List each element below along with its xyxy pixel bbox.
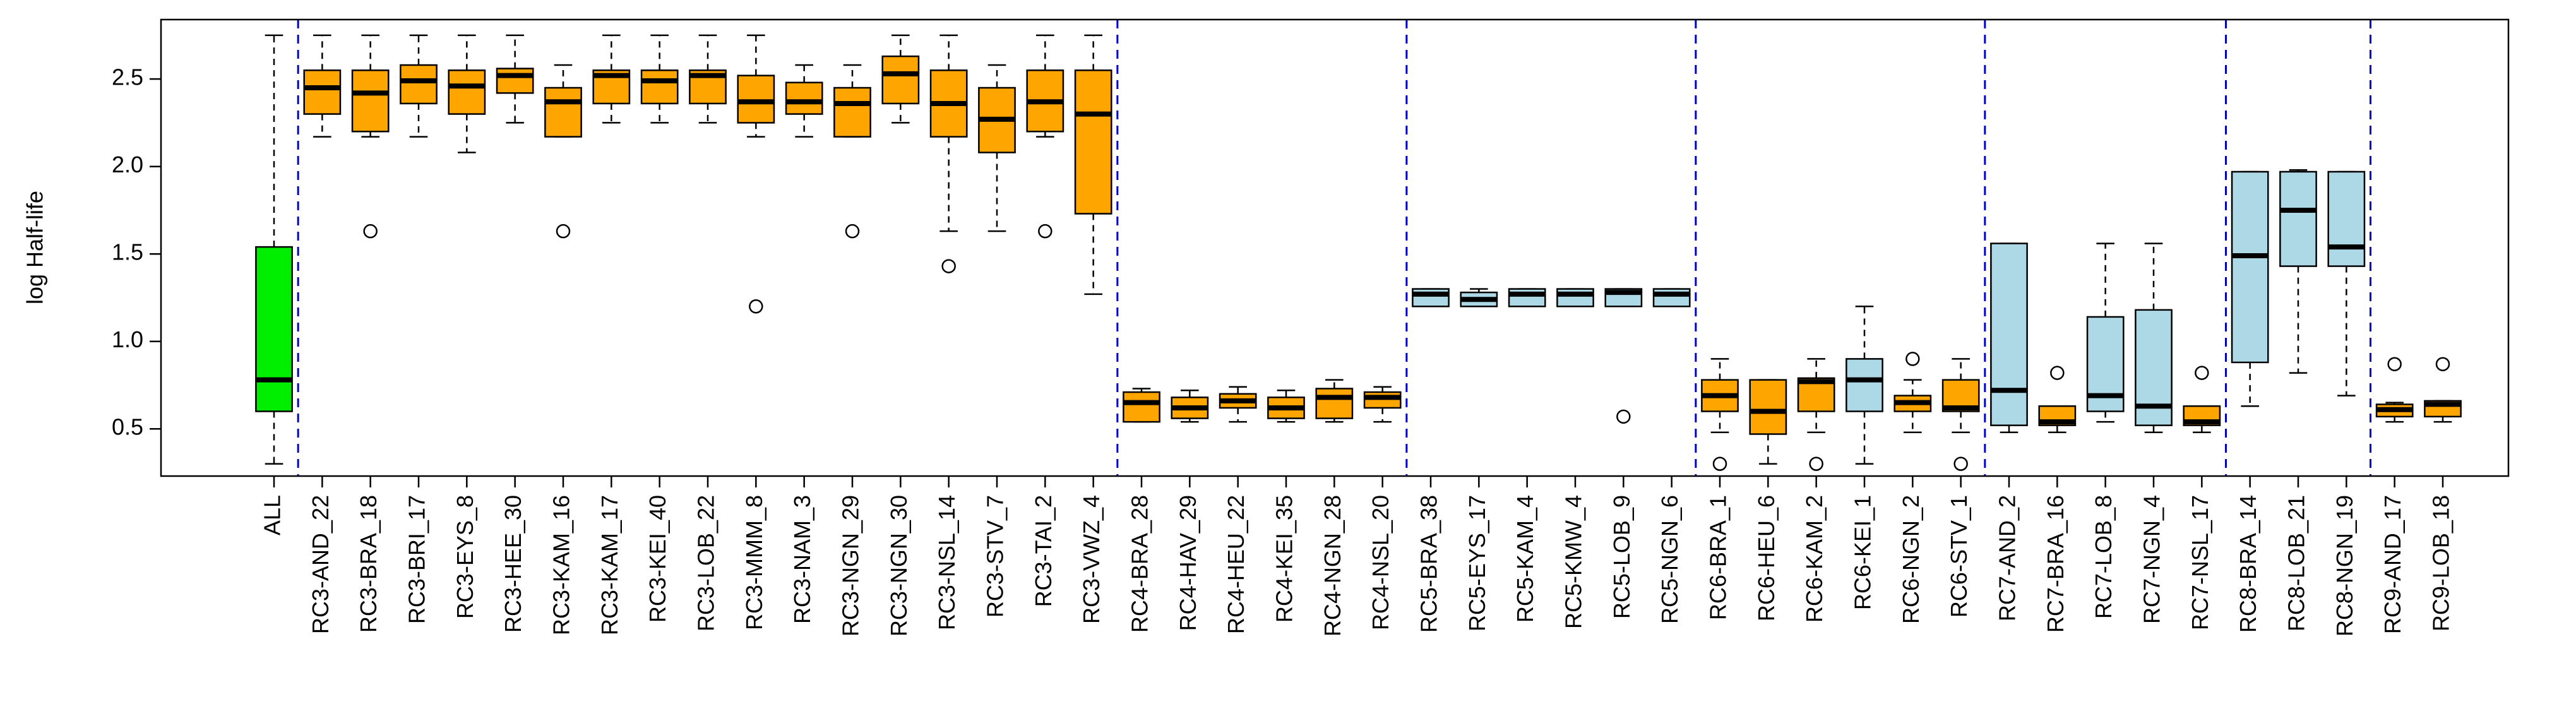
x-tick-label: RC4-NGN_28 (1320, 495, 1345, 636)
x-tick-label: RC7-NGN_4 (2139, 495, 2165, 624)
plot-frame (160, 18, 2510, 477)
outlier (1616, 409, 1631, 424)
box (1123, 391, 1160, 423)
box (448, 69, 486, 115)
y-tick-label: 0.5 (112, 414, 143, 440)
x-tick-label: RC3-TAI_2 (1030, 495, 1056, 607)
x-tick-label: RC8-LOB_21 (2284, 495, 2310, 631)
box (2327, 170, 2366, 267)
box (496, 68, 534, 94)
x-tick-label: RC4-HEU_22 (1223, 495, 1249, 634)
x-tick-label: RC3-KAM_17 (597, 495, 623, 635)
box (1749, 379, 1787, 435)
box (1074, 69, 1112, 215)
x-tick-label: RC3-NAM_3 (789, 495, 815, 624)
x-tick-label: RC8-BRA_14 (2235, 495, 2261, 633)
x-tick-label: RC6-KAM_2 (1801, 495, 1827, 623)
box (1315, 388, 1354, 419)
box (303, 69, 342, 115)
outlier (1038, 224, 1052, 239)
x-tick-label: RC5-LOB_9 (1609, 495, 1635, 619)
box (1990, 242, 2028, 426)
x-tick-label: RC8-NGN_19 (2332, 495, 2358, 636)
x-tick-label: RC3-MMM_8 (741, 495, 767, 630)
x-tick-label: RC6-HEU_6 (1753, 495, 1779, 621)
x-tick-label: RC4-HAV_29 (1175, 495, 1201, 631)
outlier (1809, 456, 1823, 471)
x-tick-label: RC5-KAM_4 (1512, 495, 1538, 623)
outlier (2195, 366, 2209, 380)
box (351, 69, 390, 133)
box (400, 64, 438, 105)
x-tick-label: RC3-HEE_30 (500, 495, 526, 633)
outlier (556, 224, 571, 239)
x-tick-label: RC6-BRA_1 (1705, 495, 1731, 620)
x-tick-label: RC6-STV_1 (1946, 495, 1972, 618)
x-tick-label: RC4-BRA_28 (1127, 495, 1153, 633)
x-tick-label: RC3-NGN_30 (886, 495, 912, 636)
box (881, 55, 920, 105)
outlier (749, 299, 763, 314)
box (2279, 170, 2317, 267)
x-tick-label: RC3-BRA_18 (355, 495, 381, 633)
box (1652, 288, 1691, 307)
x-tick-label: RC4-KEI_35 (1272, 495, 1297, 623)
x-tick-label: RC9-AND_17 (2380, 495, 2406, 634)
outlier (2050, 366, 2065, 380)
x-tick-label: RC5-NGN_6 (1657, 495, 1683, 624)
x-tick-label: RC7-LOB_8 (2090, 495, 2116, 619)
outlier (941, 259, 956, 273)
box (1363, 391, 1402, 409)
x-tick-label: RC4-NSL_20 (1368, 495, 1393, 630)
box (1556, 288, 1594, 307)
outlier (1712, 456, 1727, 471)
x-tick-label: RC3-AND_22 (307, 495, 333, 634)
box (737, 75, 775, 124)
outlier (1953, 456, 1968, 471)
y-axis-label: log Half-life (22, 191, 48, 304)
outlier (2435, 357, 2450, 371)
box (833, 87, 871, 138)
x-tick-label: RC3-EYS_8 (452, 495, 478, 619)
x-tick-label: RC9-LOB_18 (2428, 495, 2454, 631)
outlier (363, 224, 378, 239)
x-tick-label: RC3-NSL_14 (934, 495, 960, 630)
box (544, 87, 582, 138)
box (255, 246, 293, 412)
x-tick-label: RC3-LOB_22 (693, 495, 719, 631)
x-tick-label: RC5-BRA_38 (1416, 495, 1442, 633)
x-tick-label: RC3-STV_7 (982, 495, 1008, 618)
outlier (2387, 357, 2402, 371)
box (640, 69, 679, 105)
x-tick-label: RC7-BRA_16 (2042, 495, 2068, 633)
x-tick-label: RC3-KAM_16 (549, 495, 575, 635)
x-tick-label: RC3-BRI_17 (404, 495, 430, 624)
x-tick-label: RC3-VWZ_4 (1078, 495, 1104, 624)
y-tick-label: 2.0 (112, 152, 143, 177)
y-tick-label: 1.5 (112, 239, 143, 265)
x-tick-label: RC5-EYS_17 (1464, 495, 1490, 631)
x-tick-label: RC7-NSL_17 (2187, 495, 2213, 630)
y-tick-label: 2.5 (112, 64, 143, 90)
y-tick-label: 1.0 (112, 326, 143, 352)
box (785, 81, 823, 115)
x-tick-label: RC5-KMW_4 (1561, 495, 1587, 629)
box (1412, 288, 1450, 307)
x-tick-label: RC6-KEI_1 (1850, 495, 1876, 610)
box (1846, 358, 1883, 412)
x-tick-label: ALL (259, 495, 285, 535)
x-tick-label: RC7-AND_2 (1995, 495, 2020, 621)
outlier (1905, 352, 1920, 366)
x-tick-label: RC3-KEI_40 (645, 495, 671, 623)
box (2231, 170, 2269, 364)
x-tick-label: RC6-NGN_2 (1898, 495, 1924, 624)
outlier (845, 224, 860, 239)
box (1508, 288, 1546, 307)
x-tick-label: RC3-NGN_29 (838, 495, 864, 636)
